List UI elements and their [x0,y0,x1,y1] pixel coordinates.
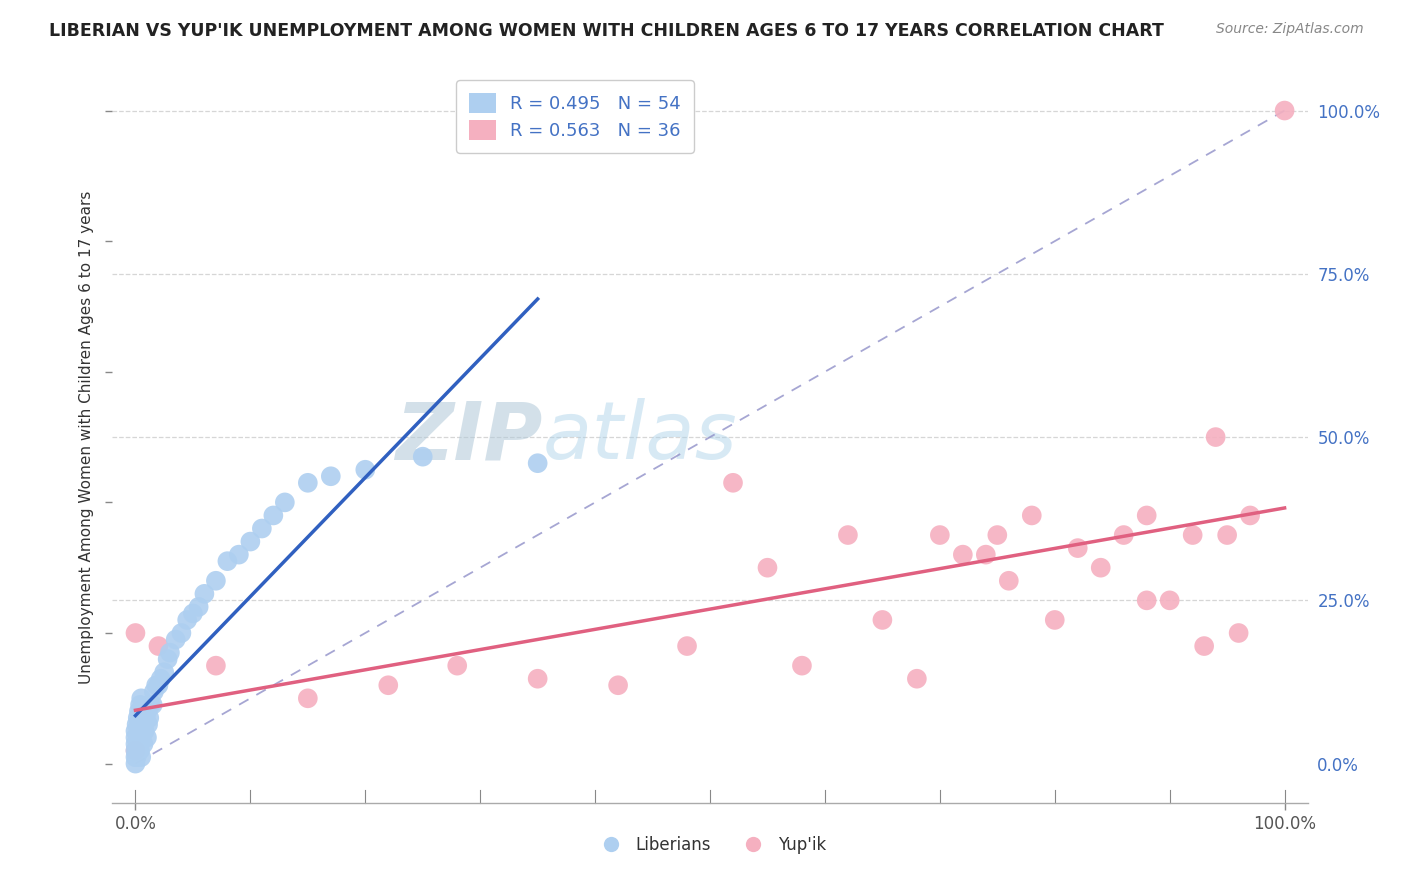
Point [134,723,156,738]
Point [412,450,434,464]
Point [124,756,146,771]
Point [139,698,162,712]
Legend: Liberians, Yup'ik: Liberians, Yup'ik [588,829,832,860]
Point [1159,593,1181,607]
Text: Source: ZipAtlas.com: Source: ZipAtlas.com [1216,22,1364,37]
Point [1205,430,1227,444]
Point [128,705,150,719]
Point [125,750,148,764]
Point [153,665,176,680]
Point [1239,508,1261,523]
Point [607,678,630,692]
Point [837,528,859,542]
Point [187,599,209,614]
Point [905,672,928,686]
Point [986,528,1008,542]
Text: LIBERIAN VS YUP'IK UNEMPLOYMENT AMONG WOMEN WITH CHILDREN AGES 6 TO 17 YEARS COR: LIBERIAN VS YUP'IK UNEMPLOYMENT AMONG WO… [49,22,1164,40]
Point [1136,508,1159,523]
Point [928,528,950,542]
Point [125,717,148,731]
Point [138,711,160,725]
Point [128,737,150,751]
Text: atlas: atlas [543,398,738,476]
Point [1227,626,1250,640]
Point [998,574,1021,588]
Point [319,469,342,483]
Point [228,548,250,562]
Point [676,639,699,653]
Point [132,717,155,731]
Point [165,632,187,647]
Point [1043,613,1066,627]
Point [135,711,157,725]
Point [124,737,146,751]
Point [159,646,181,660]
Point [124,743,146,757]
Point [129,691,152,706]
Point [1216,528,1239,542]
Point [1274,103,1296,118]
Point [124,750,146,764]
Point [127,743,149,757]
Point [1192,639,1215,653]
Point [176,613,198,627]
Point [1181,528,1204,542]
Point [205,658,228,673]
Point [205,574,228,588]
Point [217,554,239,568]
Point [262,508,284,523]
Point [131,711,153,725]
Point [354,463,377,477]
Point [136,717,159,731]
Point [148,678,170,692]
Point [952,548,974,562]
Point [136,705,159,719]
Point [170,626,193,640]
Point [136,731,159,745]
Point [790,658,813,673]
Point [142,698,165,712]
Point [145,678,167,692]
Point [274,495,297,509]
Point [1090,560,1112,574]
Y-axis label: Unemployment Among Women with Children Ages 6 to 17 years: Unemployment Among Women with Children A… [79,190,94,684]
Point [974,548,997,562]
Point [149,672,172,686]
Point [721,475,744,490]
Point [526,456,548,470]
Point [250,521,273,535]
Point [297,691,319,706]
Point [129,750,152,764]
Point [181,607,204,621]
Point [756,560,779,574]
Text: ZIP: ZIP [395,398,543,476]
Point [124,723,146,738]
Point [1067,541,1090,555]
Point [129,698,152,712]
Point [1021,508,1043,523]
Point [446,658,468,673]
Point [156,652,179,666]
Point [1136,593,1159,607]
Point [131,723,153,738]
Point [526,672,548,686]
Point [124,626,146,640]
Point [377,678,399,692]
Point [297,475,319,490]
Point [124,743,146,757]
Point [127,711,149,725]
Point [129,731,152,745]
Point [239,534,262,549]
Point [142,685,165,699]
Point [132,737,155,751]
Point [148,639,170,653]
Point [1112,528,1135,542]
Point [872,613,894,627]
Point [124,731,146,745]
Point [129,743,152,757]
Point [193,587,215,601]
